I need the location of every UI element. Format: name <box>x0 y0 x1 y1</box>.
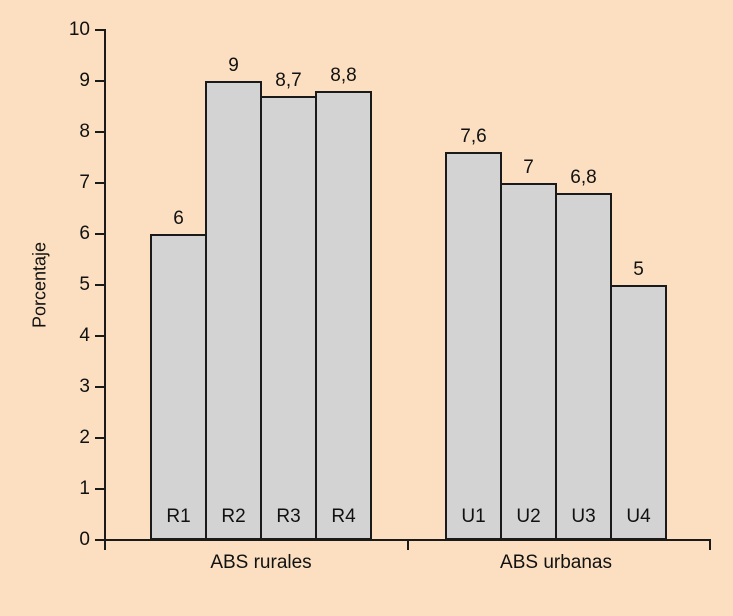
y-tick <box>95 437 104 439</box>
y-tick <box>95 80 104 82</box>
bar-value-label: 5 <box>633 259 644 280</box>
y-tick <box>95 488 104 490</box>
y-tick-label: 2 <box>79 427 90 448</box>
bar-value-label: 8,8 <box>330 65 357 86</box>
y-tick-label: 4 <box>79 325 90 346</box>
x-axis-line <box>104 539 711 541</box>
y-tick-label: 6 <box>79 223 90 244</box>
bar <box>150 234 207 540</box>
bar-id-label: R4 <box>331 506 356 527</box>
bar-id-label: U2 <box>516 506 541 527</box>
bar-id-label: R3 <box>276 506 301 527</box>
bar-id-label: R2 <box>221 506 246 527</box>
y-tick-label: 1 <box>79 478 90 499</box>
y-tick-label: 0 <box>79 529 90 550</box>
y-axis-title: Porcentaje <box>29 241 50 329</box>
bar-id-label: U1 <box>461 506 486 527</box>
y-tick-label: 7 <box>79 172 90 193</box>
bar <box>315 91 372 540</box>
y-tick-label: 3 <box>79 376 90 397</box>
y-tick-label: 8 <box>79 121 90 142</box>
y-tick <box>95 29 104 31</box>
y-tick <box>95 335 104 337</box>
bar <box>500 183 557 540</box>
x-tick <box>104 541 106 550</box>
y-axis-line <box>104 29 106 541</box>
y-tick <box>95 284 104 286</box>
bar-value-label: 7 <box>523 157 534 178</box>
y-tick <box>95 182 104 184</box>
bar-value-label: 6 <box>173 208 184 229</box>
y-tick-label: 5 <box>79 274 90 295</box>
group-label: ABS urbanas <box>500 552 612 573</box>
y-tick-label: 9 <box>79 70 90 91</box>
bar <box>260 96 317 540</box>
y-tick <box>95 131 104 133</box>
bar-id-label: U3 <box>571 506 596 527</box>
y-tick <box>95 386 104 388</box>
bar-value-label: 8,7 <box>275 70 302 91</box>
bar-value-label: 7,6 <box>460 126 487 147</box>
x-tick <box>407 541 409 550</box>
group-label: ABS rurales <box>210 552 312 573</box>
bar <box>555 193 612 540</box>
bar-value-label: 9 <box>228 55 239 76</box>
bar <box>610 285 667 540</box>
x-tick <box>709 541 711 550</box>
bar <box>445 152 502 540</box>
y-tick <box>95 539 104 541</box>
bar-id-label: R1 <box>166 506 191 527</box>
y-tick <box>95 233 104 235</box>
bar-id-label: U4 <box>626 506 651 527</box>
bar <box>205 81 262 540</box>
bar-value-label: 6,8 <box>570 167 597 188</box>
y-tick-label: 10 <box>68 19 90 40</box>
